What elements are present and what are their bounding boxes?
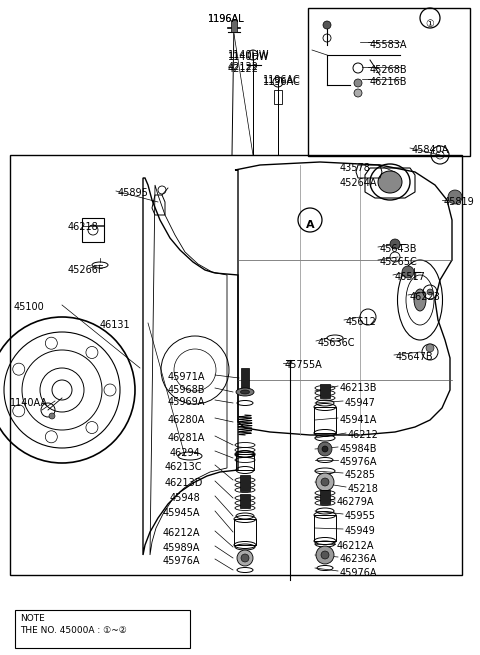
Bar xyxy=(274,90,282,104)
Text: 45265C: 45265C xyxy=(380,257,418,267)
Text: 45636C: 45636C xyxy=(318,338,356,348)
Text: 46517: 46517 xyxy=(395,272,426,282)
Text: 45955: 45955 xyxy=(345,511,376,521)
Ellipse shape xyxy=(240,390,250,394)
Bar xyxy=(314,407,336,433)
Text: 46236A: 46236A xyxy=(340,554,377,564)
Circle shape xyxy=(354,79,362,87)
Text: 45264A: 45264A xyxy=(340,178,377,188)
Text: 45819: 45819 xyxy=(444,197,475,207)
Text: THE NO. 45000A : ①~②: THE NO. 45000A : ①~② xyxy=(20,626,127,635)
Bar xyxy=(314,515,336,541)
Text: 45976A: 45976A xyxy=(340,457,377,467)
Bar xyxy=(82,218,104,242)
Bar xyxy=(320,384,330,398)
Text: 1196AL: 1196AL xyxy=(208,14,245,24)
Bar xyxy=(234,519,256,545)
Circle shape xyxy=(427,289,433,295)
Text: 46213B: 46213B xyxy=(340,383,377,393)
Text: 45895: 45895 xyxy=(118,188,149,198)
Circle shape xyxy=(321,551,329,559)
Bar xyxy=(240,475,250,491)
Text: 45755A: 45755A xyxy=(285,360,323,370)
Text: 46212A: 46212A xyxy=(163,528,201,538)
Text: 46280A: 46280A xyxy=(168,415,205,425)
Text: 46223: 46223 xyxy=(410,292,441,302)
Bar xyxy=(320,490,330,504)
Circle shape xyxy=(49,413,55,419)
Text: 42122: 42122 xyxy=(228,64,259,74)
Text: 45266F: 45266F xyxy=(68,265,105,275)
Text: 46212A: 46212A xyxy=(337,541,374,551)
Text: 45643B: 45643B xyxy=(380,244,418,254)
Text: 45941A: 45941A xyxy=(340,415,377,425)
Text: 45647B: 45647B xyxy=(396,352,433,362)
Ellipse shape xyxy=(414,289,426,311)
Text: 43578: 43578 xyxy=(340,163,371,173)
Text: 46279A: 46279A xyxy=(337,497,374,507)
Circle shape xyxy=(241,554,249,562)
Text: 1140HW: 1140HW xyxy=(228,52,269,62)
Text: 45949: 45949 xyxy=(345,526,376,536)
Circle shape xyxy=(316,473,334,491)
Text: 45268B: 45268B xyxy=(370,65,408,75)
Text: 45583A: 45583A xyxy=(370,40,408,50)
Text: 45947: 45947 xyxy=(345,398,376,408)
Circle shape xyxy=(318,442,332,456)
Bar xyxy=(241,368,249,388)
Text: 45612: 45612 xyxy=(346,317,377,327)
Bar xyxy=(15,610,190,648)
Text: 45840A: 45840A xyxy=(412,145,449,155)
Ellipse shape xyxy=(378,171,402,193)
Circle shape xyxy=(237,550,253,566)
Text: 45969A: 45969A xyxy=(168,397,205,407)
Circle shape xyxy=(316,546,334,564)
Circle shape xyxy=(323,21,331,29)
Text: 46216B: 46216B xyxy=(370,77,408,87)
Text: 1140HW: 1140HW xyxy=(228,50,269,60)
Text: 46131: 46131 xyxy=(100,320,131,330)
Text: 46294: 46294 xyxy=(170,448,201,458)
Text: 46212: 46212 xyxy=(348,430,379,440)
Text: 45989A: 45989A xyxy=(163,543,200,553)
Bar xyxy=(240,494,250,508)
Text: 1196AC: 1196AC xyxy=(263,77,301,87)
Bar xyxy=(10,155,462,575)
Text: 1196AC: 1196AC xyxy=(263,75,301,85)
Ellipse shape xyxy=(236,388,254,396)
Circle shape xyxy=(402,266,414,278)
Circle shape xyxy=(321,478,329,486)
Text: 45976A: 45976A xyxy=(340,568,377,578)
Text: 1196AL: 1196AL xyxy=(208,14,245,24)
Text: NOTE: NOTE xyxy=(20,614,45,623)
Circle shape xyxy=(426,344,434,352)
Circle shape xyxy=(448,190,462,204)
Text: 45984B: 45984B xyxy=(340,444,377,454)
Text: 45100: 45100 xyxy=(14,302,45,312)
Bar xyxy=(231,20,237,32)
Text: 46213C: 46213C xyxy=(165,462,203,472)
Text: 45976A: 45976A xyxy=(163,556,201,566)
Text: 45968B: 45968B xyxy=(168,385,205,395)
Text: 45945A: 45945A xyxy=(163,508,201,518)
Text: 45285: 45285 xyxy=(345,470,376,480)
Text: 42122: 42122 xyxy=(228,62,259,72)
Text: 45948: 45948 xyxy=(170,493,201,503)
Bar xyxy=(236,454,254,470)
Circle shape xyxy=(390,239,400,249)
Text: 1140AA: 1140AA xyxy=(10,398,48,408)
Text: 46281A: 46281A xyxy=(168,433,205,443)
Circle shape xyxy=(354,89,362,97)
Text: ①: ① xyxy=(426,19,434,29)
Text: A: A xyxy=(306,220,314,230)
Text: 45218: 45218 xyxy=(348,484,379,494)
Circle shape xyxy=(322,446,328,452)
Bar xyxy=(308,8,470,156)
Text: 46218: 46218 xyxy=(68,222,99,232)
Text: 45971A: 45971A xyxy=(168,372,205,382)
Text: 46213D: 46213D xyxy=(165,478,204,488)
